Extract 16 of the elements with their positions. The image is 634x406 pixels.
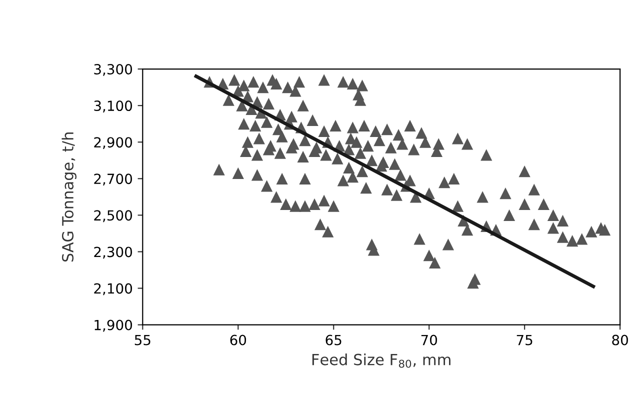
y-tick-label: 1,900	[94, 320, 132, 332]
y-tick-label: 2,900	[94, 137, 132, 149]
y-tick-label: 3,300	[94, 64, 132, 76]
x-tick-label: 75	[516, 334, 532, 346]
x-tick-label: 80	[612, 334, 628, 346]
y-tick-label: 2,100	[94, 283, 132, 296]
x-tick-label: 70	[421, 334, 438, 346]
x-tick-label: 55	[134, 334, 150, 346]
x-axis-title: Feed Size F$_{80}$, mm	[312, 354, 450, 368]
x-tick-label: 65	[326, 334, 342, 346]
y-tick-label: 3,100	[94, 100, 132, 112]
x-tick-label: 60	[230, 334, 246, 346]
y-tick-label: 2,700	[94, 174, 132, 186]
y-axis-title: SAG Tonnage, t/h	[62, 132, 76, 262]
y-tick-label: 2,500	[94, 210, 132, 222]
y-tick-label: 2,300	[94, 246, 132, 259]
